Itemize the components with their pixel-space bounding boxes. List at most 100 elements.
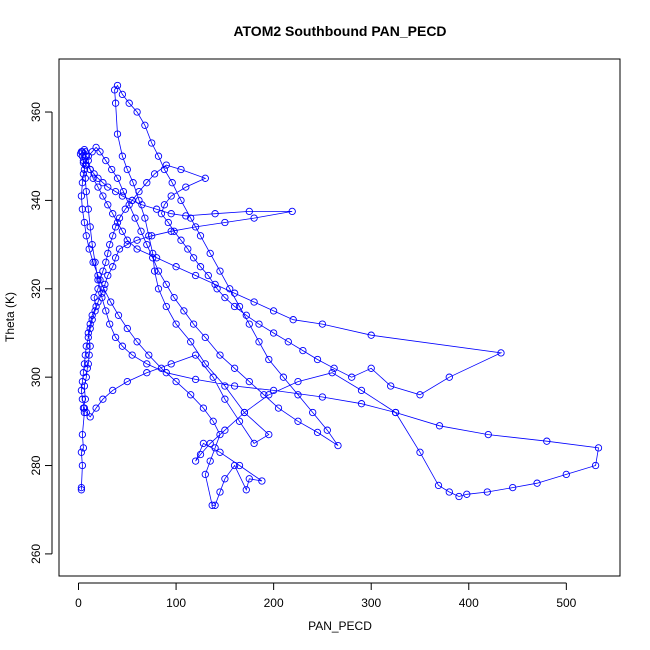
data-point: [84, 360, 92, 368]
data-point: [191, 457, 200, 465]
data-point: [79, 444, 88, 452]
data-point: [274, 404, 283, 412]
data-point: [235, 417, 244, 425]
data-point: [86, 320, 94, 328]
data-point: [118, 90, 127, 99]
data-point: [99, 179, 107, 187]
data-point: [90, 170, 98, 178]
data-point: [84, 205, 92, 213]
data-point: [111, 99, 120, 107]
data-point: [88, 240, 96, 249]
data-point: [226, 285, 234, 293]
data-point: [245, 377, 253, 386]
data-point: [434, 481, 443, 490]
data-point: [191, 223, 200, 231]
data-point: [102, 258, 110, 266]
data-point: [157, 364, 166, 372]
data-point: [172, 377, 180, 386]
data-point: [77, 483, 86, 492]
data-point: [211, 280, 219, 289]
data-point: [196, 232, 205, 240]
data-point: [94, 285, 102, 293]
data-point: [391, 408, 400, 417]
data-point: [135, 196, 143, 205]
data-point: [99, 192, 107, 200]
data-point: [211, 444, 219, 452]
x-tick-label: 300: [361, 596, 381, 610]
data-point: [99, 395, 107, 403]
data-point: [133, 236, 141, 244]
data-point: [111, 223, 120, 231]
data-point: [111, 333, 120, 342]
data-point: [201, 470, 209, 479]
data-point: [269, 307, 278, 315]
data-point: [79, 369, 88, 377]
data-point: [154, 152, 163, 160]
data-point: [180, 307, 188, 315]
data-point: [82, 342, 90, 350]
data-point: [309, 408, 317, 417]
data-point: [191, 375, 200, 384]
data-point: [294, 377, 302, 386]
data-point: [157, 210, 166, 218]
data-point: [240, 408, 249, 417]
data-point: [543, 437, 551, 445]
data-point: [182, 212, 190, 220]
data-point: [201, 174, 209, 182]
data-point: [152, 205, 161, 213]
data-point: [184, 245, 192, 253]
data-point: [92, 404, 100, 412]
data-point: [168, 179, 176, 187]
data-point: [80, 408, 89, 417]
x-tick-label: 500: [556, 596, 576, 610]
data-point: [88, 148, 96, 156]
data-point: [94, 183, 102, 191]
data-point: [85, 351, 93, 359]
y-tick-label: 340: [29, 190, 43, 210]
data-point: [245, 320, 253, 328]
series-layer: [76, 81, 603, 509]
data-point: [187, 338, 195, 346]
data-point: [109, 263, 117, 271]
data-point: [78, 377, 87, 386]
data-point: [108, 165, 116, 174]
data-point: [182, 183, 190, 191]
data-point: [204, 271, 212, 280]
data-point: [109, 210, 117, 218]
data-point: [196, 450, 205, 459]
data-point: [104, 271, 112, 280]
data-point: [149, 254, 157, 262]
data-point: [235, 302, 244, 311]
data-point: [221, 475, 229, 483]
data-point: [145, 351, 153, 359]
y-tick-label: 300: [29, 367, 43, 387]
data-point: [187, 214, 195, 222]
data-point: [101, 280, 109, 289]
data-point: [99, 267, 107, 275]
data-point: [129, 179, 137, 187]
data-point: [81, 174, 89, 182]
data-point: [167, 360, 175, 368]
data-point: [191, 351, 200, 359]
data-point: [255, 320, 263, 328]
data-point: [115, 214, 124, 222]
data-point: [113, 218, 122, 227]
data-point: [133, 245, 141, 253]
data-point: [172, 320, 180, 328]
data-point: [79, 170, 88, 178]
data-point: [118, 192, 127, 200]
data-point: [91, 258, 99, 266]
data-point: [177, 236, 185, 244]
data-point: [143, 240, 151, 249]
data-point: [416, 448, 424, 456]
data-point: [265, 355, 273, 364]
data-point: [167, 227, 175, 235]
data-point: [102, 156, 110, 165]
data-point: [235, 461, 244, 470]
data-point: [387, 382, 395, 390]
y-tick-label: 360: [29, 102, 43, 122]
data-point: [162, 369, 170, 377]
data-point: [187, 391, 195, 399]
data-point: [591, 461, 600, 470]
data-point: [81, 161, 89, 169]
